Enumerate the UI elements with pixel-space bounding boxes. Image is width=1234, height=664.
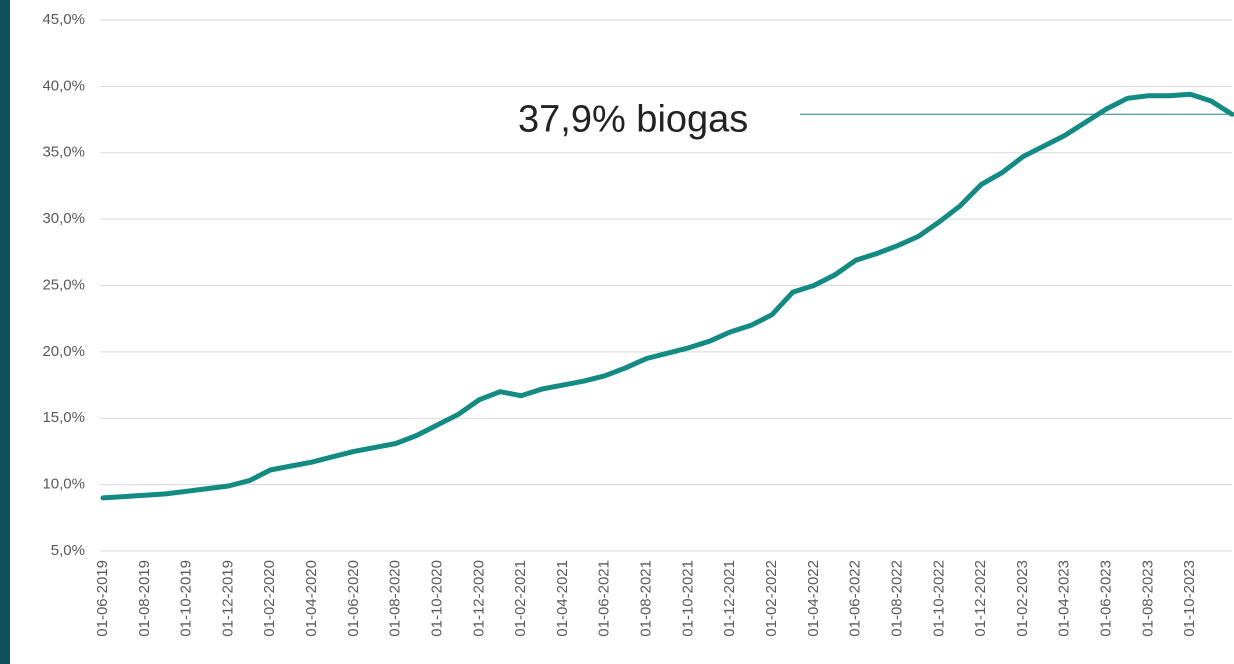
y-tick-label: 25,0% bbox=[42, 276, 85, 293]
data-line bbox=[100, 91, 1234, 501]
y-tick-label: 40,0% bbox=[42, 77, 85, 94]
y-tick-label: 20,0% bbox=[42, 343, 85, 360]
x-tick-label: 01-02-2023 bbox=[1014, 560, 1031, 637]
x-tick-label: 01-10-2022 bbox=[930, 560, 947, 637]
x-tick-label: 01-10-2021 bbox=[679, 560, 696, 637]
y-tick-label: 5,0% bbox=[51, 542, 85, 559]
y-tick-label: 45,0% bbox=[42, 11, 85, 28]
x-tick-label: 01-10-2019 bbox=[178, 560, 195, 637]
x-tick-label: 01-12-2019 bbox=[219, 560, 236, 637]
x-tick-label: 01-12-2021 bbox=[721, 560, 738, 637]
side-bar bbox=[0, 0, 10, 664]
x-tick-label: 01-08-2019 bbox=[136, 560, 153, 637]
x-tick-label: 01-02-2022 bbox=[763, 560, 780, 637]
x-tick-label: 01-04-2022 bbox=[805, 560, 822, 637]
x-tick-label: 01-06-2022 bbox=[847, 560, 864, 637]
x-tick-label: 01-10-2023 bbox=[1181, 560, 1198, 637]
x-tick-label: 01-04-2021 bbox=[554, 560, 571, 637]
x-tick-label: 01-02-2020 bbox=[261, 560, 278, 637]
x-tick-label: 01-08-2022 bbox=[888, 560, 905, 637]
x-tick-label: 01-08-2021 bbox=[638, 560, 655, 637]
x-tick-label: 01-02-2021 bbox=[512, 560, 529, 637]
x-tick-label: 01-10-2020 bbox=[428, 560, 445, 637]
x-tick-label: 01-06-2023 bbox=[1098, 560, 1115, 637]
x-tick-label: 01-12-2022 bbox=[972, 560, 989, 637]
y-tick-label: 15,0% bbox=[42, 409, 85, 426]
x-tick-label: 01-06-2020 bbox=[345, 560, 362, 637]
y-tick-label: 30,0% bbox=[42, 210, 85, 227]
x-tick-label: 01-06-2019 bbox=[94, 560, 111, 637]
y-tick-label: 35,0% bbox=[42, 144, 85, 161]
x-tick-label: 01-04-2023 bbox=[1056, 560, 1073, 637]
x-tick-label: 01-12-2020 bbox=[470, 560, 487, 637]
x-tick-label: 01-08-2020 bbox=[387, 560, 404, 637]
y-tick-label: 10,0% bbox=[42, 476, 85, 493]
x-tick-label: 01-04-2020 bbox=[303, 560, 320, 637]
x-tick-label: 01-08-2023 bbox=[1139, 560, 1156, 637]
x-tick-label: 01-06-2021 bbox=[596, 560, 613, 637]
annotation: 37,9% biogas bbox=[518, 98, 748, 140]
